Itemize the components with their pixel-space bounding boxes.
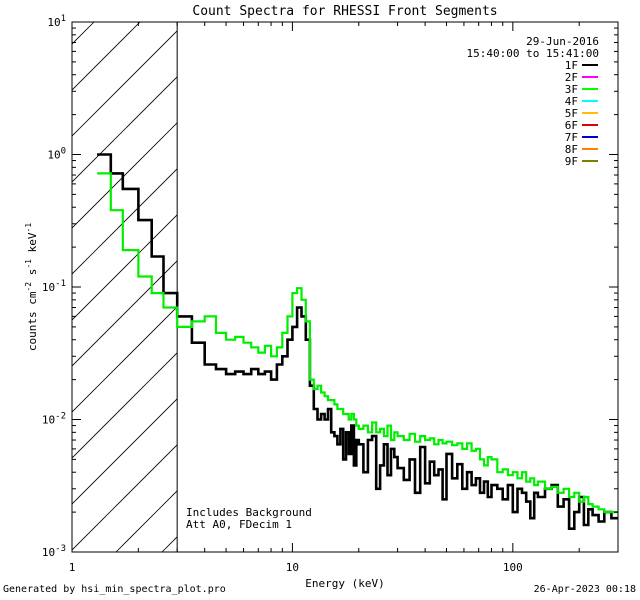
legend-label: 6F [565,119,578,132]
x-tick-label: 100 [503,561,523,574]
legend-label: 7F [565,131,578,144]
hatched-region [0,22,178,552]
y-tick-exponent: 0 [61,147,66,157]
y-tick-exponent: 1 [61,14,66,24]
y-label-text: keV [26,232,39,259]
observation-date: 29-Jun-2016 [526,35,599,48]
plot-frame [71,21,619,553]
y-tick-exponent: -2 [55,412,66,422]
hatch-line [72,444,178,551]
series-3f [97,172,618,514]
hatch-line [115,490,178,552]
hatch-line [72,306,178,413]
legend-label: 3F [565,83,578,96]
y-tick-exponent: -3 [55,544,66,554]
chart-title: Count Spectra for RHESSI Front Segments [192,4,497,19]
legend-label: 5F [565,107,578,120]
y-tick-base: 10 [47,149,60,162]
hatch-line [0,22,2,552]
y-tick-base: 10 [42,546,55,559]
x-axis-label: Energy (keV) [305,577,384,590]
y-tick-label: 100 [47,147,66,162]
hatch-line [72,22,141,91]
footer-generator: Generated by hsi_min_spectra_plot.pro [3,584,226,595]
y-label-exponent: -1 [24,259,33,269]
y-label-exponent: -1 [24,223,33,233]
y-tick-exponent: -1 [55,279,66,289]
y-tick-label: 10-3 [42,544,66,559]
y-label-text: s [26,269,39,282]
y-tick-base: 10 [42,414,55,427]
y-tick-label: 10-1 [42,279,66,294]
y-label-text: counts cm [26,291,39,351]
legend-label: 4F [565,95,578,108]
series-layer [97,153,618,530]
y-tick-label: 10-2 [42,412,66,427]
x-tick-label: 10 [286,561,299,574]
annotation-background: Includes Background [186,506,312,519]
annotation-attenuator: Att A0, FDecim 1 [186,518,292,531]
observation-time-range: 15:40:00 to 15:41:00 [467,47,599,60]
y-tick-label: 101 [47,14,66,29]
hatch-line [72,76,178,183]
y-tick-base: 10 [42,281,55,294]
legend-label: 8F [565,143,578,156]
hatch-line [72,214,178,321]
x-tick-label: 1 [69,561,76,574]
series-1f [97,153,618,530]
hatch-line [72,30,178,137]
y-tick-base: 10 [47,16,60,29]
legend-label: 1F [565,59,578,72]
legend-label: 9F [565,155,578,168]
hatch-line [72,398,178,505]
footer-timestamp: 26-Apr-2023 00:18 [533,584,636,595]
legend-label: 2F [565,71,578,84]
y-label-exponent: -2 [24,282,33,292]
y-axis-label: counts cm-2 s-1 keV-1 [24,223,39,351]
